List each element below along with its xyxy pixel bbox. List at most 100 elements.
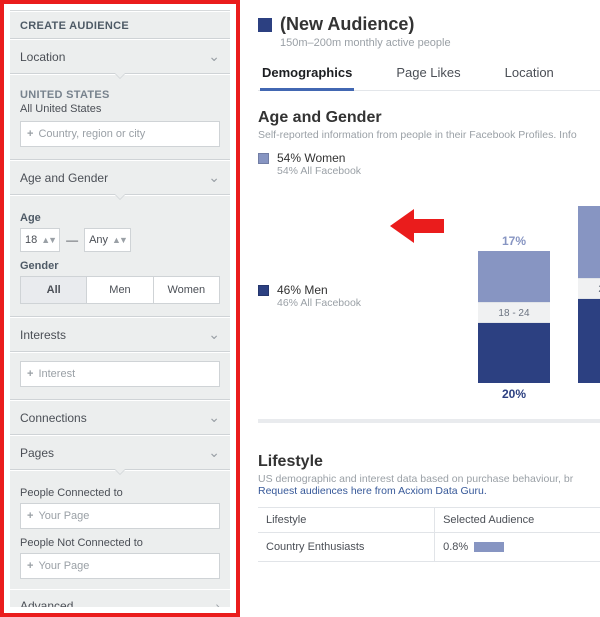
pages-connected-input[interactable]: + Your Page: [20, 503, 220, 529]
pages-notconnected-input[interactable]: + Your Page: [20, 553, 220, 579]
col-lifestyle[interactable]: Lifestyle: [258, 508, 435, 533]
section-advanced-label: Advanced: [20, 599, 73, 607]
lifestyle-sub-text: US demographic and interest data based o…: [258, 473, 573, 485]
plus-icon: +: [27, 128, 33, 140]
age-range-dash: —: [66, 233, 78, 247]
section-pages-label: Pages: [20, 446, 54, 460]
age-gender-subheading: Self-reported information from people in…: [258, 129, 600, 141]
gender-label: Gender: [20, 260, 220, 272]
age-gender-heading: Age and Gender: [258, 109, 600, 127]
section-connections[interactable]: Connections ⌄: [10, 400, 230, 435]
lifestyle-table: Lifestyle Selected Audience Country Enth…: [258, 507, 600, 562]
interests-input[interactable]: + Interest: [20, 361, 220, 387]
plus-icon: +: [27, 560, 33, 572]
chart-column: 17% 18 - 24 20%: [478, 234, 550, 401]
interests-placeholder: Interest: [38, 368, 75, 380]
section-age-gender-body: Age 18 ▲▼ — Any ▲▼ Gender All Men: [10, 195, 230, 317]
updown-icon: ▲▼: [112, 235, 126, 245]
sidebar-header: CREATE AUDIENCE: [10, 11, 230, 39]
bar-men: [478, 323, 550, 383]
section-advanced[interactable]: Advanced ›: [10, 589, 230, 607]
gender-men-button[interactable]: Men: [87, 277, 153, 303]
section-location-body: UNITED STATES All United States + Countr…: [10, 74, 230, 160]
section-pages-body: People Connected to + Your Page People N…: [10, 470, 230, 589]
section-interests-body: + Interest: [10, 352, 230, 400]
pages-notconnected-label: People Not Connected to: [20, 537, 220, 549]
axis-label: 18 - 24: [478, 302, 550, 323]
age-to-value: Any: [89, 234, 108, 246]
cell-selected-audience: 0.8%: [435, 533, 600, 562]
cell-lifestyle-name: Country Enthusiasts: [258, 533, 435, 562]
chevron-down-icon: ⌄: [208, 326, 220, 343]
section-age-gender[interactable]: Age and Gender ⌄: [10, 160, 230, 195]
section-location[interactable]: Location ⌄: [10, 39, 230, 74]
age-label: Age: [20, 212, 220, 224]
location-region-sub: All United States: [20, 101, 220, 121]
legend-men-sub: 46% All Facebook: [277, 297, 361, 309]
bar-women-pct: 24%: [578, 189, 600, 203]
table-row: Country Enthusiasts0.8%: [258, 533, 600, 562]
create-audience-sidebar: CREATE AUDIENCE Location ⌄ UNITED STATES…: [10, 10, 230, 607]
plus-icon: +: [27, 510, 33, 522]
section-location-label: Location: [20, 50, 65, 64]
tabs: Demographics Page Likes Location: [258, 57, 600, 91]
tab-page-likes[interactable]: Page Likes: [394, 57, 462, 90]
legend-women-swatch: [258, 153, 269, 164]
page-title: (New Audience): [280, 14, 414, 35]
legend-men: 46% Men 46% All Facebook: [258, 283, 376, 309]
gender-segmented: All Men Women: [20, 276, 220, 304]
bar-women: [578, 206, 600, 278]
page-subtitle: 150m–200m monthly active people: [280, 37, 600, 49]
section-pages[interactable]: Pages ⌄: [10, 435, 230, 470]
age-gender-chart: 17% 18 - 24 20% 24% 25 - 34 28%: [474, 151, 600, 401]
plus-icon: +: [27, 368, 33, 380]
bar-men-pct: 28%: [578, 387, 600, 401]
age-from-value: 18: [25, 234, 37, 246]
tab-location[interactable]: Location: [503, 57, 556, 90]
age-to-select[interactable]: Any ▲▼: [84, 228, 131, 252]
col-selected-audience[interactable]: Selected Audience: [435, 508, 600, 533]
tab-demographics[interactable]: Demographics: [260, 57, 354, 90]
main-panel: (New Audience) 150m–200m monthly active …: [240, 0, 600, 617]
bar-men-pct: 20%: [478, 387, 550, 401]
gender-all-button[interactable]: All: [21, 277, 87, 303]
section-interests[interactable]: Interests ⌄: [10, 317, 230, 352]
pages-connected-label: People Connected to: [20, 487, 220, 499]
lifestyle-request-link[interactable]: Request audiences here from Acxiom Data …: [258, 485, 487, 497]
audience-icon: [258, 18, 272, 32]
sidebar-highlight-frame: CREATE AUDIENCE Location ⌄ UNITED STATES…: [0, 0, 240, 617]
chart-legend: 54% Women 54% All Facebook 46% Men 46% A…: [258, 151, 376, 309]
pages-connected-placeholder: Your Page: [38, 510, 89, 522]
location-input[interactable]: + Country, region or city: [20, 121, 220, 147]
legend-men-swatch: [258, 285, 269, 296]
chevron-right-icon: ›: [215, 598, 220, 607]
chevron-down-icon: ⌄: [208, 444, 220, 461]
section-interests-label: Interests: [20, 328, 66, 342]
legend-women-title: 54% Women: [277, 151, 361, 165]
location-region-head: UNITED STATES: [20, 83, 220, 101]
bar-men: [578, 299, 600, 383]
section-connections-label: Connections: [20, 411, 87, 425]
legend-women-sub: 54% All Facebook: [277, 165, 361, 177]
age-from-select[interactable]: 18 ▲▼: [20, 228, 60, 252]
audience-bar-icon: [474, 542, 504, 552]
pages-notconnected-placeholder: Your Page: [38, 560, 89, 572]
chevron-down-icon: ⌄: [208, 409, 220, 426]
chart-column: 24% 25 - 34 28%: [578, 189, 600, 401]
axis-label: 25 - 34: [578, 278, 600, 299]
chevron-down-icon: ⌄: [208, 169, 220, 186]
section-age-gender-label: Age and Gender: [20, 171, 108, 185]
legend-men-title: 46% Men: [277, 283, 361, 297]
bar-women: [478, 251, 550, 302]
location-placeholder: Country, region or city: [38, 128, 145, 140]
gender-women-button[interactable]: Women: [154, 277, 219, 303]
legend-women: 54% Women 54% All Facebook: [258, 151, 376, 177]
updown-icon: ▲▼: [41, 235, 55, 245]
lifestyle-section: Lifestyle US demographic and interest da…: [258, 419, 600, 562]
lifestyle-sub: US demographic and interest data based o…: [258, 473, 600, 497]
age-range: 18 ▲▼ — Any ▲▼: [20, 228, 220, 252]
red-arrow-icon: [394, 211, 444, 241]
chevron-down-icon: ⌄: [208, 48, 220, 65]
lifestyle-heading: Lifestyle: [258, 453, 600, 471]
bar-women-pct: 17%: [478, 234, 550, 248]
